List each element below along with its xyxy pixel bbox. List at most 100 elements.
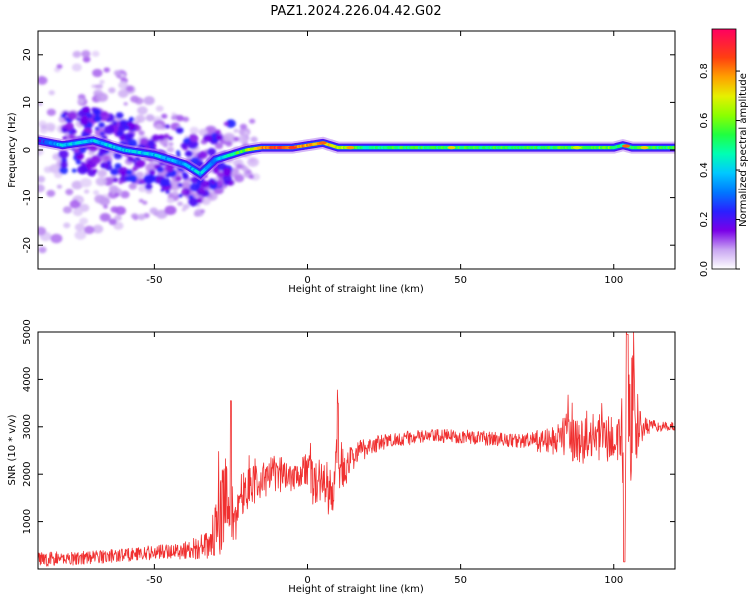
noise-core-blob — [187, 140, 199, 150]
snr-y-ticks: 1000 2000 3000 4000 5000 — [22, 319, 675, 534]
noise-blob — [145, 163, 157, 173]
noise-blob — [142, 200, 148, 205]
spectrogram-panel: -50 0 50 100 -20 -10 0 10 20 Height of straight… — [7, 30, 676, 295]
noise-blob — [38, 76, 48, 85]
noise-core-blob — [151, 134, 160, 142]
ridge-hotspot — [573, 146, 581, 150]
noise-blob — [166, 146, 175, 153]
noise-blob — [181, 182, 191, 190]
noise-core-blob — [196, 198, 203, 204]
noise-core-blob — [115, 112, 124, 119]
noise-core-blob — [110, 168, 119, 176]
noise-core-blob — [60, 113, 67, 119]
ridge-hotspot — [346, 146, 355, 150]
snr-x-axis-label: Height of straight line (km) — [288, 584, 424, 595]
noise-core-blob — [106, 160, 112, 165]
snr-panel: -50 0 50 100 1000 2000 3000 4000 5000 Height of… — [7, 319, 676, 595]
spectrogram-x-tick-label: 0 — [304, 275, 310, 286]
noise-core-blob — [58, 166, 68, 175]
spectrogram-y-tick-label: -10 — [22, 189, 33, 205]
noise-core-blob — [67, 111, 78, 120]
noise-core-blob — [186, 151, 192, 156]
noise-core-blob — [144, 183, 153, 190]
noise-core-blob — [225, 119, 236, 128]
colorbar-ticks: 0.0 0.2 0.4 0.6 0.8 — [699, 63, 740, 277]
spectrogram-ridge — [38, 134, 675, 182]
noise-core-blob — [119, 119, 128, 127]
noise-blob — [138, 130, 145, 136]
noise-blob — [96, 92, 109, 103]
spectrogram-y-tick-label: -20 — [22, 237, 33, 253]
noise-core-blob — [132, 159, 137, 163]
noise-blob — [97, 169, 107, 178]
noise-core-blob — [119, 135, 126, 141]
figure-title: PAZ1.2024.226.04.42.G02 — [270, 4, 441, 19]
noise-blob — [137, 213, 146, 221]
noise-blob — [171, 115, 177, 121]
noise-blob — [46, 108, 56, 116]
spectrogram-x-tick-label: -50 — [146, 275, 162, 286]
noise-blob — [93, 190, 100, 195]
noise-blob — [47, 125, 55, 131]
ridge-hotspot — [288, 146, 297, 150]
noise-blob — [237, 135, 249, 144]
snr-y-axis-label: SNR (10 * v/v) — [7, 414, 18, 485]
noise-core-blob — [139, 137, 149, 146]
noise-core-blob — [143, 174, 155, 184]
ridge-hotspot — [318, 141, 327, 145]
noise-blob — [114, 214, 122, 221]
noise-blob — [123, 102, 128, 106]
noise-blob — [94, 194, 106, 204]
noise-blob — [46, 189, 56, 197]
colorbar-tick-label: 0.0 — [699, 261, 710, 277]
noise-blob — [155, 209, 168, 219]
noise-blob — [181, 207, 187, 212]
noise-blob — [56, 64, 63, 69]
noise-blob — [189, 126, 199, 135]
noise-core-blob — [71, 129, 77, 135]
noise-core-blob — [125, 169, 133, 176]
noise-blob — [62, 206, 73, 214]
noise-blob — [137, 106, 148, 115]
noise-blob — [92, 224, 104, 234]
colorbar-tick-label: 0.8 — [699, 63, 710, 79]
noise-blob — [193, 211, 201, 217]
snr-y-tick-label: 3000 — [22, 414, 33, 439]
noise-core-blob — [136, 159, 146, 168]
noise-core-blob — [58, 149, 69, 159]
noise-blob — [83, 225, 95, 235]
noise-blob — [108, 87, 116, 94]
noise-blob — [84, 189, 90, 194]
noise-core-blob — [177, 182, 183, 188]
noise-blob — [38, 147, 44, 156]
noise-core-blob — [175, 175, 182, 182]
noise-core-blob — [180, 142, 188, 149]
noise-blob — [71, 180, 83, 190]
noise-core-blob — [175, 150, 181, 155]
noise-core-blob — [188, 197, 199, 207]
spectrogram-y-tick-label: 0 — [22, 147, 33, 153]
noise-blob — [65, 188, 74, 196]
noise-core-blob — [128, 174, 138, 183]
noise-blob — [233, 136, 240, 142]
noise-blob — [249, 118, 256, 124]
noise-core-blob — [103, 125, 115, 135]
noise-blob — [177, 201, 183, 207]
snr-y-tick-label: 1000 — [22, 509, 33, 534]
noise-core-blob — [79, 118, 89, 126]
noise-core-blob — [124, 125, 130, 130]
noise-blob — [74, 223, 85, 232]
colorbar-tick-label: 0.6 — [699, 113, 710, 129]
noise-core-blob — [117, 166, 129, 176]
noise-core-blob — [86, 112, 93, 119]
spectrogram-y-ticks: -20 -10 0 10 20 — [22, 48, 675, 253]
noise-blob — [128, 183, 137, 190]
snr-x-tick-label: 0 — [304, 575, 310, 586]
snr-y-tick-label: 5000 — [22, 319, 33, 344]
noise-blob — [99, 79, 105, 85]
snr-series-line — [38, 332, 675, 567]
noise-core-blob — [215, 129, 221, 135]
noise-blob — [94, 84, 100, 89]
noise-blob — [200, 209, 205, 214]
noise-blob — [120, 73, 125, 78]
